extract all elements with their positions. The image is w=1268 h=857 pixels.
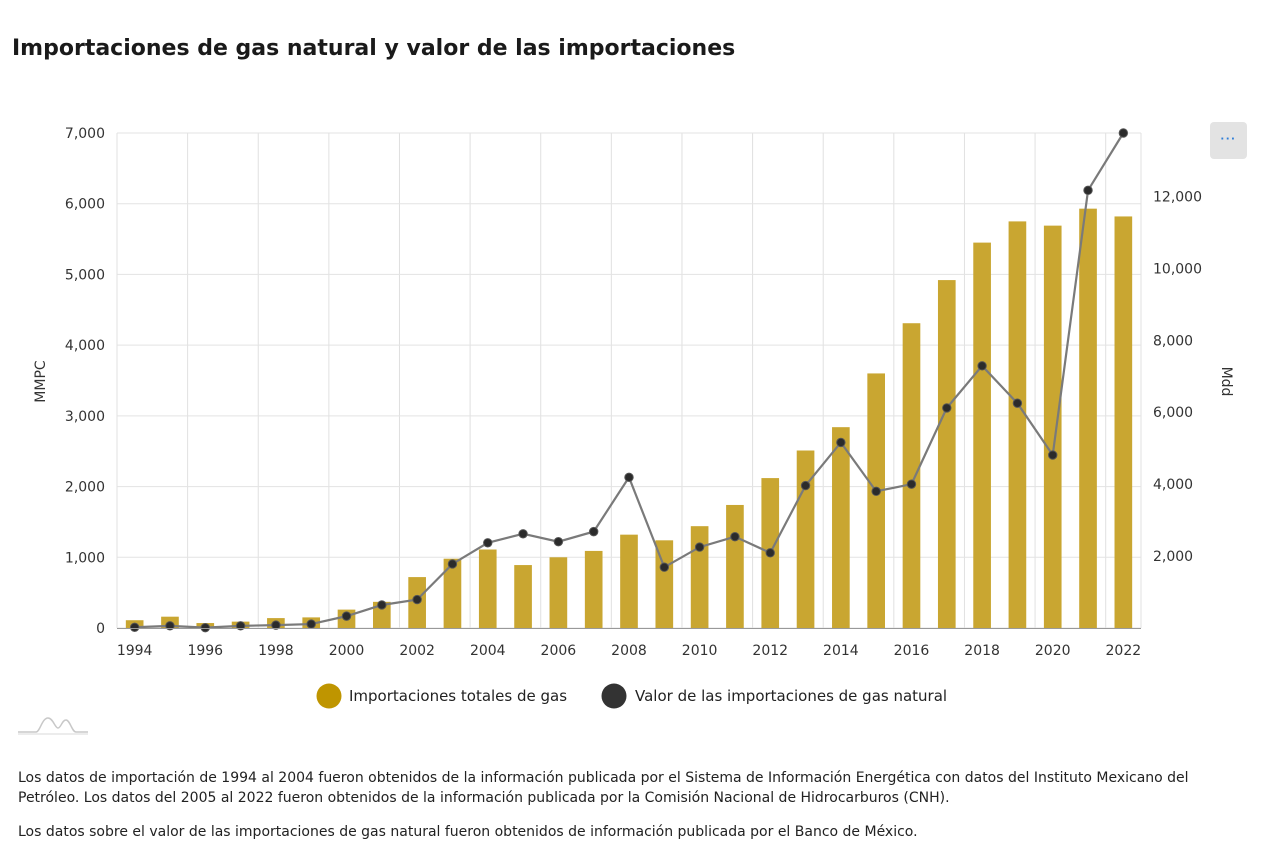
note-2: Los datos sobre el valor de las importac… — [18, 824, 918, 840]
bar-2005 — [514, 565, 532, 628]
x-tick-label: 2020 — [1035, 643, 1071, 659]
point-2007 — [588, 526, 599, 537]
point-2010 — [694, 542, 705, 552]
line-series — [129, 128, 1129, 633]
point-1996 — [200, 622, 210, 633]
y-right-tick-label: 12,000 — [1153, 189, 1202, 205]
x-tick-label: 2004 — [470, 643, 506, 659]
x-tick-label: 2022 — [1106, 643, 1142, 659]
x-tick-label: 2006 — [541, 643, 577, 659]
y-left-tick-label: 7,000 — [65, 126, 105, 142]
menu-dots-icon: ··· — [1220, 131, 1237, 146]
point-1998 — [271, 620, 281, 630]
y-right-axis-title: Mdd — [1218, 367, 1234, 397]
bar-2001 — [373, 601, 391, 628]
y-right-tick-label: 4,000 — [1153, 477, 1193, 493]
bar-2015 — [867, 373, 885, 628]
point-2005 — [518, 529, 528, 539]
y-right-tick-label: 6,000 — [1153, 405, 1193, 421]
point-2000 — [341, 611, 352, 621]
bar-2004 — [478, 549, 497, 628]
y-left-tick-label: 2,000 — [65, 480, 105, 496]
x-tick-label: 1996 — [187, 643, 223, 659]
point-2006 — [553, 536, 564, 547]
bar-2019 — [1008, 221, 1027, 628]
x-tick-label: 2010 — [682, 643, 718, 659]
bar-2010 — [690, 526, 709, 628]
bar-2021 — [1079, 208, 1097, 628]
point-2017 — [942, 403, 952, 413]
x-tick-label: 1994 — [117, 643, 153, 659]
x-tick-label: 1998 — [258, 643, 294, 659]
point-2013 — [800, 480, 811, 491]
legend-swatch-line — [601, 683, 627, 709]
point-2001 — [377, 600, 387, 610]
bar-2016 — [902, 323, 921, 628]
bar-series — [125, 208, 1133, 628]
y-left-tick-label: 5,000 — [65, 267, 105, 283]
point-2011 — [730, 531, 740, 542]
point-2022 — [1118, 128, 1129, 138]
bar-2009 — [655, 540, 674, 628]
point-2002 — [412, 594, 422, 605]
point-2014 — [836, 437, 846, 448]
y-left-tick-label: 6,000 — [65, 197, 105, 213]
point-1999 — [306, 619, 316, 629]
x-tick-label: 2016 — [894, 643, 930, 659]
x-tick-label: 2000 — [329, 643, 365, 659]
x-tick-label: 2012 — [752, 643, 788, 659]
point-2012 — [765, 548, 775, 558]
y-right-tick-label: 2,000 — [1153, 549, 1193, 565]
point-2018 — [977, 361, 987, 371]
point-2021 — [1083, 185, 1093, 196]
bar-2003 — [443, 558, 462, 628]
mountain-logo-icon — [18, 717, 88, 735]
x-tick-label: 2014 — [823, 643, 859, 659]
y-right-tick-label: 10,000 — [1153, 261, 1202, 277]
y-left-tick-label: 1,000 — [65, 550, 105, 566]
y-left-axis-title: MMPC — [33, 360, 49, 403]
point-2015 — [871, 486, 881, 497]
point-2020 — [1048, 450, 1058, 460]
y-left-tick-label: 3,000 — [65, 409, 105, 425]
note-1: Los datos de importación de 1994 al 2004… — [18, 770, 1189, 806]
point-2019 — [1012, 398, 1023, 408]
legend: Importaciones totales de gas Valor de las… — [316, 683, 947, 709]
bar-2007 — [584, 550, 603, 628]
point-2003 — [447, 559, 458, 569]
bar-2020 — [1043, 225, 1062, 628]
y-left-tick-label: 0 — [96, 621, 105, 637]
bar-2006 — [549, 557, 568, 628]
bar-2017 — [937, 280, 956, 628]
chart-title: Importaciones de gas natural y valor de … — [12, 36, 736, 61]
axes: 0 1,000 2,000 3,000 4,000 5,000 6,000 7,000 2,00… — [33, 126, 1234, 659]
x-tick-label: 2002 — [399, 643, 435, 659]
bar-2022 — [1114, 216, 1133, 628]
chart-menu-button[interactable]: ··· — [1210, 122, 1247, 159]
bar-2014 — [832, 427, 850, 628]
x-tick-label: 2018 — [964, 643, 1000, 659]
point-2016 — [906, 479, 917, 489]
point-2004 — [483, 538, 493, 548]
legend-label-bars: Importaciones totales de gas — [349, 687, 567, 705]
bar-2018 — [973, 242, 991, 628]
x-tick-label: 2008 — [611, 643, 647, 659]
legend-label-line: Valor de las importaciones de gas natura… — [635, 687, 947, 705]
bar-2008 — [620, 534, 638, 628]
point-2008 — [624, 472, 634, 483]
point-1995 — [165, 621, 175, 631]
combo-chart: 0 1,000 2,000 3,000 4,000 5,000 6,000 7,000 2,00… — [33, 126, 1234, 709]
point-1994 — [129, 622, 140, 632]
point-1997 — [235, 621, 246, 631]
chart-notes: Los datos de importación de 1994 al 2004… — [18, 768, 1248, 856]
legend-swatch-bars — [316, 683, 342, 709]
bar-2011 — [726, 504, 744, 628]
y-right-tick-label: 8,000 — [1153, 333, 1193, 349]
point-2009 — [659, 562, 670, 572]
y-left-tick-label: 4,000 — [65, 338, 105, 354]
